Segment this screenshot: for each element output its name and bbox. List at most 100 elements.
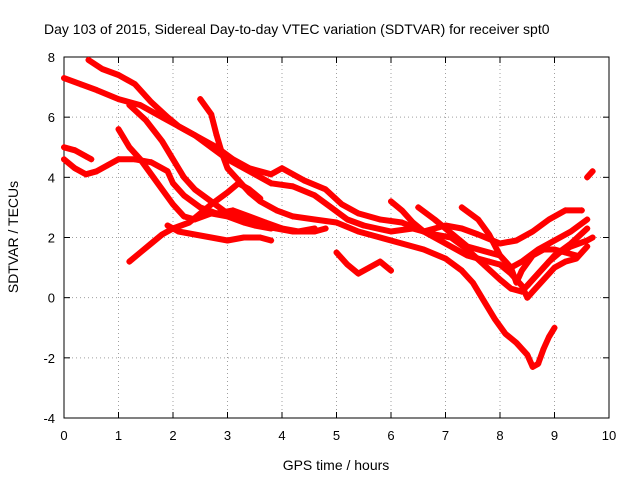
data-point xyxy=(573,252,580,259)
data-point xyxy=(562,258,569,265)
data-point xyxy=(289,183,296,190)
data-point xyxy=(507,285,514,292)
data-point xyxy=(93,87,100,94)
data-point xyxy=(584,225,591,232)
data-point xyxy=(311,192,318,199)
data-point xyxy=(240,234,247,241)
data-point xyxy=(93,168,100,175)
data-point xyxy=(388,198,394,205)
data-point xyxy=(546,258,553,265)
data-point xyxy=(355,270,362,277)
series-group xyxy=(61,57,596,370)
data-point xyxy=(137,249,144,256)
data-point xyxy=(224,165,231,172)
data-point xyxy=(208,210,215,217)
data-point xyxy=(115,126,122,133)
data-point xyxy=(338,201,345,208)
data-point xyxy=(458,225,465,232)
data-point xyxy=(257,198,264,205)
data-point xyxy=(442,225,449,232)
x-axis-label: GPS time / hours xyxy=(283,457,390,473)
data-point xyxy=(104,162,111,169)
data-point xyxy=(142,117,149,124)
data-point xyxy=(148,99,155,106)
data-point xyxy=(148,159,155,166)
data-point xyxy=(377,216,384,223)
data-point xyxy=(300,177,307,184)
series-track-3 xyxy=(61,144,95,163)
data-point xyxy=(431,216,438,223)
data-point xyxy=(137,156,144,163)
data-point xyxy=(584,216,591,223)
data-point xyxy=(578,207,585,214)
data-point xyxy=(464,252,471,259)
data-point xyxy=(186,219,193,226)
x-tick-label: 2 xyxy=(169,428,176,443)
data-point xyxy=(475,246,482,253)
data-point xyxy=(126,258,133,265)
data-point xyxy=(546,333,553,340)
data-point xyxy=(159,186,166,193)
data-point xyxy=(77,81,84,88)
series-track-13 xyxy=(458,204,591,271)
data-point xyxy=(126,102,133,109)
data-point xyxy=(398,219,405,226)
data-point xyxy=(529,288,536,295)
data-point xyxy=(491,315,498,322)
data-point xyxy=(148,171,155,178)
data-point xyxy=(251,222,258,229)
data-point xyxy=(584,243,591,250)
data-point xyxy=(486,249,493,256)
data-point xyxy=(529,228,536,235)
data-point xyxy=(137,102,144,109)
x-tick-label: 9 xyxy=(551,428,558,443)
series-line xyxy=(333,249,394,277)
series-track-2 xyxy=(85,57,591,295)
data-point xyxy=(388,267,394,274)
data-point xyxy=(191,132,198,139)
x-tick-label: 8 xyxy=(496,428,503,443)
data-point xyxy=(344,216,351,223)
data-point xyxy=(464,243,471,250)
y-tick-label: 8 xyxy=(48,50,55,65)
data-point xyxy=(546,216,553,223)
data-point xyxy=(589,234,596,241)
x-tick-label: 4 xyxy=(278,428,285,443)
data-point xyxy=(273,225,280,232)
data-point xyxy=(191,231,198,238)
data-point xyxy=(366,264,373,271)
data-point xyxy=(164,114,171,121)
data-point xyxy=(268,171,275,178)
data-point xyxy=(486,231,493,238)
data-point xyxy=(518,282,525,289)
data-point xyxy=(224,237,231,244)
data-point xyxy=(311,216,318,223)
data-point xyxy=(88,156,95,163)
x-tick-label: 3 xyxy=(224,428,231,443)
data-point xyxy=(279,165,285,172)
data-point xyxy=(551,246,558,253)
data-point xyxy=(268,225,275,232)
data-point xyxy=(333,219,340,226)
data-point xyxy=(518,258,525,265)
y-tick-label: 0 xyxy=(48,291,55,306)
data-point xyxy=(219,150,226,157)
data-point xyxy=(235,177,242,184)
data-point xyxy=(556,249,563,256)
data-point xyxy=(420,246,427,253)
series-line xyxy=(197,96,558,370)
series-track-10 xyxy=(333,249,394,277)
data-point xyxy=(197,96,204,103)
data-point xyxy=(180,174,187,181)
data-point xyxy=(71,165,78,172)
data-point xyxy=(82,171,89,178)
data-point xyxy=(71,147,78,154)
series-track-14 xyxy=(524,234,596,289)
data-point xyxy=(246,189,253,196)
chart-title: Day 103 of 2015, Sidereal Day-to-day VTE… xyxy=(44,21,550,37)
data-point xyxy=(170,225,176,232)
data-point xyxy=(420,228,427,235)
series-track-11 xyxy=(388,198,591,301)
data-point xyxy=(180,192,187,199)
data-point xyxy=(131,81,138,88)
